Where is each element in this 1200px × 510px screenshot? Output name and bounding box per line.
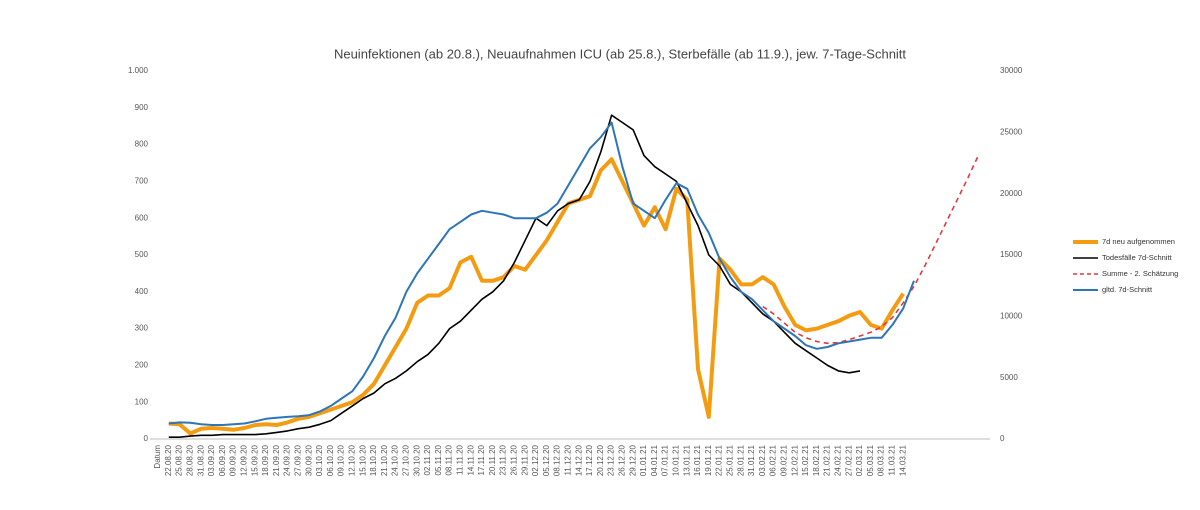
y2-tick-label: 15000 xyxy=(1000,250,1023,259)
y-tick-label: 900 xyxy=(135,103,149,112)
x-tick-label: 21.02.21 xyxy=(823,444,832,476)
x-tick-label: 02.03.21 xyxy=(855,444,864,476)
series-line xyxy=(168,157,905,436)
x-tick-label: 06.10.20 xyxy=(326,444,335,476)
x-tick-label: 17.11.20 xyxy=(477,444,486,475)
x-tick-label: 29.12.20 xyxy=(628,444,637,476)
x-tick-label: 12.09.20 xyxy=(240,444,249,476)
x-tick-label: 28.08.20 xyxy=(186,444,195,476)
x-tick-label: 24.09.20 xyxy=(283,444,292,476)
x-tick-label: 15.02.21 xyxy=(801,444,810,476)
y-tick-label: 100 xyxy=(135,397,149,406)
x-tick-label: 03.09.20 xyxy=(207,444,216,476)
x-tick-label: 31.08.20 xyxy=(196,444,205,476)
x-tick-label: 21.09.20 xyxy=(272,444,281,476)
x-tick-label: 09.09.20 xyxy=(229,444,238,476)
x-tick-label: Datum xyxy=(153,445,162,469)
x-tick-label: 25.08.20 xyxy=(175,444,184,476)
x-tick-label: 05.11.20 xyxy=(434,444,443,475)
x-tick-label: 28.01.21 xyxy=(736,444,745,476)
x-tick-label: 07.01.21 xyxy=(661,444,670,476)
x-tick-label: 08.11.20 xyxy=(445,444,454,475)
x-tick-label: 25.01.21 xyxy=(726,444,735,476)
x-tick-label: 27.09.20 xyxy=(294,444,303,476)
legend-label: Todesfälle 7d-Schnitt xyxy=(1102,253,1173,262)
y2-tick-label: 5000 xyxy=(1000,373,1018,382)
x-tick-label: 02.11.20 xyxy=(423,444,432,475)
x-tick-label: 18.10.20 xyxy=(369,444,378,476)
x-tick-label: 16.01.21 xyxy=(693,444,702,476)
x-tick-label: 05.12.20 xyxy=(542,444,551,476)
x-tick-label: 23.11.20 xyxy=(499,444,508,475)
x-tick-label: 03.02.21 xyxy=(758,444,767,476)
y-tick-label: 200 xyxy=(135,361,149,370)
x-tick-label: 24.02.21 xyxy=(834,444,843,476)
x-tick-label: 29.11.20 xyxy=(520,444,529,475)
x-tick-label: 26.12.20 xyxy=(618,444,627,476)
y2-tick-label: 0 xyxy=(1000,434,1005,443)
x-tick-label: 27.02.21 xyxy=(844,444,853,476)
x-tick-label: 26.11.20 xyxy=(510,444,519,475)
y-tick-label: 400 xyxy=(135,287,149,296)
x-tick-label: 08.12.20 xyxy=(553,444,562,476)
x-tick-label: 15.10.20 xyxy=(358,444,367,476)
x-tick-label: 11.11.20 xyxy=(456,444,465,475)
x-tick-label: 12.02.21 xyxy=(790,444,799,476)
chart-title: Neuinfektionen (ab 20.8.), Neuaufnahmen … xyxy=(334,46,906,61)
x-tick-label: 14.03.21 xyxy=(898,444,907,476)
y2-tick-label: 25000 xyxy=(1000,127,1023,136)
x-tick-label: 20.12.20 xyxy=(596,444,605,476)
y2-tick-label: 30000 xyxy=(1000,66,1023,75)
x-tick-label: 04.01.21 xyxy=(650,444,659,476)
x-tick-label: 27.10.20 xyxy=(402,444,411,476)
x-tick-label: 24.10.20 xyxy=(391,444,400,476)
x-tick-label: 15.09.20 xyxy=(250,444,259,476)
y-tick-label: 800 xyxy=(135,140,149,149)
series-line xyxy=(762,154,980,345)
x-tick-label: 14.12.20 xyxy=(574,444,583,476)
x-tick-label: 01.01.21 xyxy=(639,444,648,476)
series-line xyxy=(168,121,915,426)
x-tick-label: 18.09.20 xyxy=(261,444,270,476)
x-tick-label: 11.03.21 xyxy=(888,444,897,475)
y-tick-label: 700 xyxy=(135,177,149,186)
legend-label: gltd. 7d-Schnitt xyxy=(1102,285,1153,294)
x-tick-label: 20.11.20 xyxy=(488,444,497,475)
x-tick-label: 09.02.21 xyxy=(780,444,789,476)
x-tick-label: 08.03.21 xyxy=(877,444,886,476)
x-tick-label: 17.12.20 xyxy=(585,444,594,476)
y-tick-label: 600 xyxy=(135,213,149,222)
y-tick-label: 0 xyxy=(144,434,149,443)
y-tick-label: 300 xyxy=(135,324,149,333)
x-tick-label: 06.09.20 xyxy=(218,444,227,476)
x-tick-label: 11.12.20 xyxy=(564,444,573,475)
y-tick-label: 1.000 xyxy=(128,66,149,75)
y2-tick-label: 10000 xyxy=(1000,311,1023,320)
x-tick-label: 12.10.20 xyxy=(348,444,357,476)
x-tick-label: 30.09.20 xyxy=(304,444,313,476)
y-tick-label: 500 xyxy=(135,250,149,259)
x-tick-label: 10.01.21 xyxy=(672,444,681,476)
x-tick-label: 19.01.21 xyxy=(704,444,713,476)
x-tick-label: 31.01.21 xyxy=(747,444,756,476)
x-tick-label: 13.01.21 xyxy=(682,444,691,476)
x-tick-label: 22.01.21 xyxy=(715,444,724,476)
x-tick-label: 23.12.20 xyxy=(607,444,616,476)
x-tick-label: 06.02.21 xyxy=(769,444,778,476)
x-tick-label: 05.03.21 xyxy=(866,444,875,476)
x-tick-label: 22.08.20 xyxy=(164,444,173,476)
x-tick-label: 18.02.21 xyxy=(812,444,821,476)
x-tick-label: 14.11.20 xyxy=(466,444,475,475)
legend-label: Summe - 2. Schätzung xyxy=(1102,269,1178,278)
y2-tick-label: 20000 xyxy=(1000,189,1023,198)
x-tick-label: 21.10.20 xyxy=(380,444,389,476)
legend-label: 7d neu aufgenommen xyxy=(1102,237,1175,246)
x-tick-label: 02.12.20 xyxy=(531,444,540,476)
x-tick-label: 09.10.20 xyxy=(337,444,346,476)
x-tick-label: 03.10.20 xyxy=(315,444,324,476)
x-tick-label: 30.10.20 xyxy=(412,444,421,476)
